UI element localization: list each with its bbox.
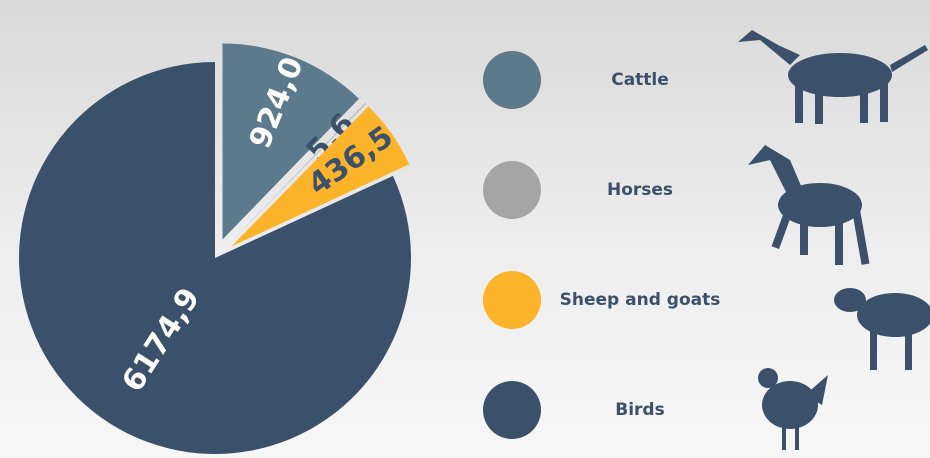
horse-icon (748, 145, 870, 265)
legend-swatch (483, 51, 541, 109)
pie-slice (222, 43, 359, 240)
legend-swatch (483, 161, 541, 219)
legend-swatch (483, 381, 541, 439)
legend-label: Birds (615, 400, 664, 420)
pie-slice (231, 106, 410, 247)
legend-label: Cattle (611, 70, 669, 90)
bird-icon (758, 368, 828, 450)
legend-label: Sheep and goats (560, 290, 721, 310)
pie-slice (228, 102, 367, 244)
animal-icons (738, 30, 930, 450)
pie-slice (18, 62, 411, 454)
sheep-icon (834, 288, 930, 370)
cattle-icon (738, 30, 928, 124)
legend-swatch (483, 271, 541, 329)
legend-label: Horses (607, 180, 673, 200)
